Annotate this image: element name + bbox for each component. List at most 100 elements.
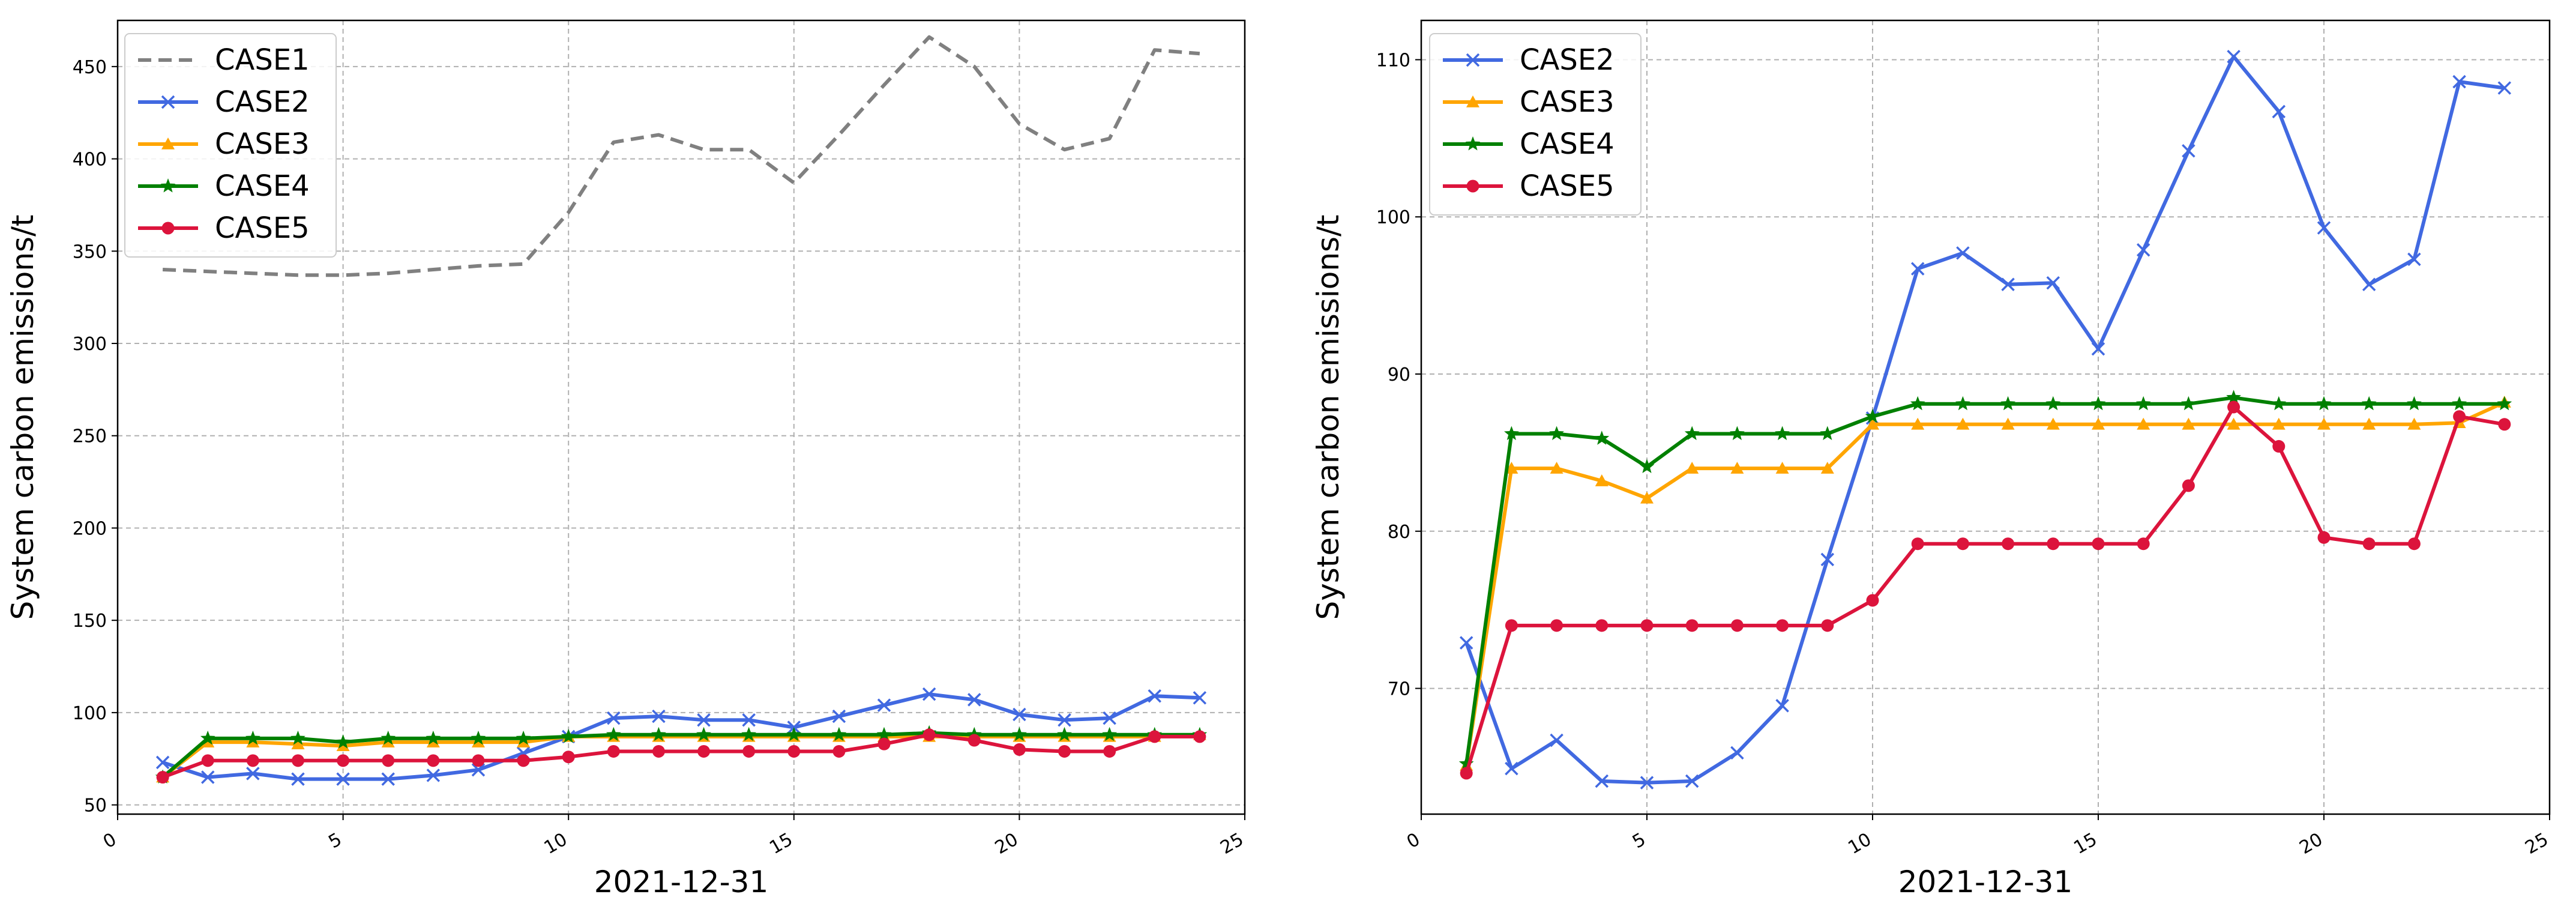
legend-marker-case4 [1465, 136, 1481, 151]
data-point-case2 [2317, 221, 2331, 235]
data-point-case2 [1193, 691, 1207, 705]
data-point-case3 [2137, 417, 2150, 430]
data-point-case5 [1505, 619, 1518, 632]
data-point-case2 [2046, 276, 2060, 290]
data-point-case4 [2000, 396, 2015, 411]
plot-frame [116, 19, 1246, 815]
data-point-case3 [2182, 417, 2195, 430]
data-point-case2 [2136, 243, 2150, 257]
data-point-case4 [2497, 396, 2512, 411]
legend-marker-case2 [161, 95, 175, 109]
data-point-case4 [1057, 726, 1072, 741]
x-axis-ticks: 0 5 10 15 20 25 [100, 814, 1247, 859]
data-point-case5 [562, 750, 575, 764]
data-point-case2 [607, 711, 621, 725]
data-point-case4 [200, 730, 215, 745]
data-point-case4 [876, 726, 892, 741]
data-point-case2 [832, 709, 846, 723]
data-point-case2 [1013, 707, 1026, 722]
x-axis-label: 2021-12-31 [1898, 865, 2073, 899]
data-point-case5 [1866, 594, 1879, 607]
data-point-case2 [877, 698, 891, 712]
data-point-case5 [1776, 619, 1789, 632]
x-tick-label: 15 [766, 829, 796, 859]
data-point-case4 [1549, 426, 1564, 440]
data-point-case4 [1639, 459, 1655, 473]
data-point-case2 [2182, 144, 2195, 158]
data-point-case3 [2001, 417, 2015, 430]
data-point-case5 [2407, 537, 2421, 551]
y-tick-label: 100 [73, 703, 107, 724]
data-point-case4 [1684, 426, 1700, 440]
legend-marker-case3 [161, 137, 175, 149]
legend-marker-case4 [160, 178, 176, 193]
data-point-case5 [517, 754, 530, 767]
data-point-case5 [2047, 537, 2060, 551]
data-point-case5 [607, 744, 620, 758]
data-point-case2 [2497, 81, 2512, 95]
data-point-case5 [2453, 410, 2466, 423]
data-point-case2 [2407, 252, 2421, 267]
data-point-case3 [1550, 462, 1563, 474]
data-point-case5 [246, 754, 259, 767]
data-point-case5 [291, 754, 304, 767]
x-axis-ticks: 0 5 10 15 20 25 [1403, 814, 2552, 859]
data-point-case2 [155, 755, 170, 770]
data-point-case2 [1730, 746, 1744, 760]
series-line-case2 [1464, 55, 2505, 785]
legend-label-case3: CASE3 [215, 127, 310, 161]
series-line-case3 [1464, 400, 2506, 766]
y-tick-label: 400 [73, 149, 107, 171]
data-point-case3 [1911, 417, 1925, 430]
data-point-case5 [382, 754, 395, 767]
y-tick-label: 90 [1388, 364, 1410, 385]
data-point-case2 [471, 762, 486, 777]
data-point-case4 [471, 730, 486, 745]
data-point-case2 [1820, 552, 1835, 567]
data-point-case2 [1775, 699, 1789, 713]
legend-box [1429, 33, 1642, 216]
data-point-case4 [2316, 396, 2332, 411]
data-point-case2 [2362, 277, 2376, 292]
series-case4 [1458, 390, 2512, 770]
series-case3 [1460, 396, 2511, 771]
series-case4 [155, 725, 1208, 784]
data-point-case3 [2046, 417, 2060, 430]
legend-marker-case5 [161, 222, 175, 235]
data-point-case2 [1640, 776, 1654, 790]
data-point-case5 [427, 754, 440, 767]
data-point-case3 [1866, 417, 1879, 430]
data-point-case3 [1685, 462, 1699, 474]
x-tick-label: 5 [325, 829, 346, 853]
data-point-case5 [697, 744, 711, 758]
y-tick-label: 250 [73, 426, 107, 447]
data-point-case2 [2452, 74, 2466, 89]
legend-label-case5: CASE5 [215, 211, 310, 245]
data-point-case5 [1103, 744, 1116, 758]
data-point-case5 [2317, 531, 2331, 544]
data-point-case5 [1956, 537, 1969, 551]
data-point-case4 [2135, 396, 2151, 411]
legend-label-case2: CASE2 [215, 85, 310, 119]
x-tick-label: 20 [2296, 829, 2326, 859]
series-line-case5 [1464, 405, 2505, 774]
data-point-case3 [1820, 462, 1834, 474]
legend-marker-case3 [1466, 95, 1479, 107]
y-axis-ticks: 70 80 90 100 110 [1376, 50, 1421, 700]
data-point-case4 [786, 726, 802, 741]
data-point-case2 [336, 772, 350, 786]
y-axis-label: System carbon emissions/t [1311, 214, 1346, 620]
data-point-case5 [2227, 400, 2240, 414]
data-point-case2 [2091, 342, 2105, 356]
data-point-case4 [1775, 426, 1790, 440]
data-point-case5 [1058, 744, 1071, 758]
legend: CASE2 CASE3 CASE4 CASE5 [1429, 33, 1642, 216]
data-point-case5 [472, 754, 485, 767]
legend: CASE1 CASE2 CASE3 CASE4 CASE5 [124, 33, 337, 258]
x-tick-label: 0 [1403, 829, 1424, 853]
x-tick-label: 20 [992, 829, 1022, 859]
data-point-case2 [426, 769, 441, 782]
data-point-case4 [651, 726, 666, 741]
data-point-case2 [1685, 774, 1699, 788]
y-axis-ticks: 50 100 150 200 250 300 350 400 450 [73, 57, 118, 817]
